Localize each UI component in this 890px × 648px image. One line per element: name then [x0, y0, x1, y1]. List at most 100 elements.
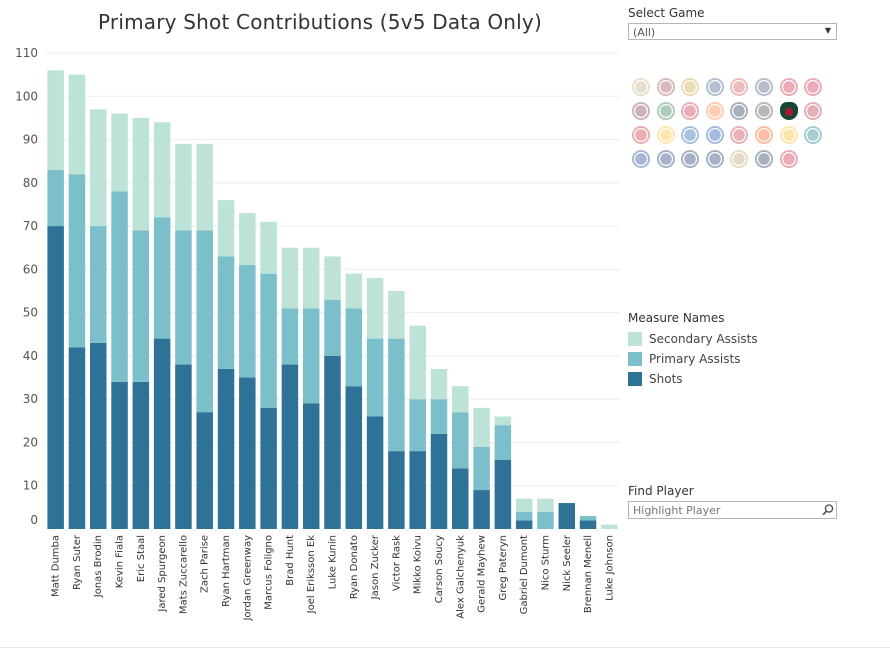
legend-item-primary-assists[interactable]: Primary Assists: [628, 352, 740, 366]
bar-secondary-assists[interactable]: [494, 416, 512, 426]
bar-secondary-assists[interactable]: [239, 213, 256, 266]
bar-primary-assists[interactable]: [302, 308, 320, 404]
bar-shots[interactable]: [345, 386, 363, 529]
bar-primary-assists[interactable]: [430, 399, 448, 434]
bar-secondary-assists[interactable]: [452, 386, 469, 413]
bar-secondary-assists[interactable]: [47, 70, 64, 170]
senators-logo[interactable]: [730, 126, 749, 144]
bar-shots[interactable]: [302, 403, 320, 529]
legend-item-secondary-assists[interactable]: Secondary Assists: [628, 332, 758, 346]
bar-primary-assists[interactable]: [196, 230, 213, 413]
maple-leafs-logo[interactable]: [681, 150, 700, 168]
bar-secondary-assists[interactable]: [111, 113, 128, 192]
bar-primary-assists[interactable]: [515, 511, 533, 521]
predators-logo[interactable]: [656, 126, 675, 144]
bar-secondary-assists[interactable]: [537, 498, 554, 512]
bar-primary-assists[interactable]: [175, 230, 192, 365]
bar-primary-assists[interactable]: [324, 299, 341, 356]
bar-primary-assists[interactable]: [366, 338, 384, 417]
bar-shots[interactable]: [409, 451, 426, 529]
bar-shots[interactable]: [558, 503, 576, 529]
flames-logo[interactable]: [730, 78, 749, 96]
bar-secondary-assists[interactable]: [473, 407, 490, 447]
bar-primary-assists[interactable]: [47, 169, 64, 227]
bar-primary-assists[interactable]: [473, 446, 490, 491]
canucks-logo[interactable]: [705, 150, 724, 168]
bar-secondary-assists[interactable]: [281, 247, 299, 309]
bar-shots[interactable]: [324, 355, 341, 529]
bar-primary-assists[interactable]: [132, 230, 150, 382]
bar-secondary-assists[interactable]: [601, 524, 618, 529]
bar-secondary-assists[interactable]: [515, 498, 533, 512]
canadiens-logo[interactable]: [804, 102, 823, 120]
bar-secondary-assists[interactable]: [260, 221, 277, 274]
bar-shots[interactable]: [579, 520, 597, 529]
bar-primary-assists[interactable]: [260, 273, 277, 408]
bar-secondary-assists[interactable]: [324, 256, 341, 300]
bar-primary-assists[interactable]: [239, 265, 256, 378]
jets-logo[interactable]: [755, 150, 773, 168]
bar-primary-assists[interactable]: [153, 217, 171, 339]
bar-shots[interactable]: [196, 412, 213, 529]
stars-logo[interactable]: [656, 102, 675, 120]
bar-primary-assists[interactable]: [494, 425, 512, 460]
search-icon[interactable]: [821, 503, 835, 517]
bar-shots[interactable]: [175, 364, 192, 529]
penguins-logo[interactable]: [779, 126, 798, 144]
blues-logo[interactable]: [632, 150, 650, 168]
bar-shots[interactable]: [494, 459, 512, 529]
bar-shots[interactable]: [153, 338, 171, 529]
kings-logo[interactable]: [755, 102, 773, 120]
bar-shots[interactable]: [366, 416, 384, 529]
bar-shots[interactable]: [430, 433, 448, 529]
bar-shots[interactable]: [68, 347, 86, 529]
lightning-logo[interactable]: [656, 150, 675, 168]
bar-secondary-assists[interactable]: [345, 273, 363, 309]
bar-shots[interactable]: [260, 407, 277, 529]
bar-primary-assists[interactable]: [537, 511, 554, 529]
bar-shots[interactable]: [239, 377, 256, 529]
bar-shots[interactable]: [111, 381, 128, 529]
bar-shots[interactable]: [89, 342, 107, 529]
bar-primary-assists[interactable]: [452, 412, 469, 469]
bar-primary-assists[interactable]: [281, 308, 299, 365]
bar-secondary-assists[interactable]: [153, 122, 171, 218]
bar-shots[interactable]: [388, 451, 405, 529]
bar-secondary-assists[interactable]: [68, 74, 86, 175]
legend-item-shots[interactable]: Shots: [628, 372, 683, 386]
bar-shots[interactable]: [132, 381, 150, 529]
bar-secondary-assists[interactable]: [388, 291, 405, 339]
golden-knights-logo[interactable]: [730, 150, 749, 168]
bar-secondary-assists[interactable]: [217, 200, 235, 257]
bar-primary-assists[interactable]: [217, 256, 235, 369]
bar-shots[interactable]: [452, 468, 469, 529]
bar-primary-assists[interactable]: [345, 308, 363, 387]
select-game-dropdown[interactable]: (All) ▼: [628, 23, 837, 40]
capitals-logo[interactable]: [779, 150, 798, 168]
panthers-logo[interactable]: [730, 102, 749, 120]
flyers-logo[interactable]: [755, 126, 773, 144]
red-wings-logo[interactable]: [681, 102, 700, 120]
bar-secondary-assists[interactable]: [132, 117, 150, 231]
bar-shots[interactable]: [281, 364, 299, 529]
sharks-logo[interactable]: [804, 126, 823, 144]
bar-shots[interactable]: [217, 368, 235, 529]
islanders-logo[interactable]: [681, 126, 700, 144]
bar-primary-assists[interactable]: [409, 399, 426, 452]
ducks-logo[interactable]: [632, 78, 650, 96]
avalanche-logo[interactable]: [632, 102, 650, 120]
devils-logo[interactable]: [632, 126, 650, 144]
bar-secondary-assists[interactable]: [175, 143, 192, 231]
bar-shots[interactable]: [47, 226, 64, 529]
bar-secondary-assists[interactable]: [366, 278, 384, 339]
oilers-logo[interactable]: [705, 102, 724, 120]
bar-primary-assists[interactable]: [388, 338, 405, 452]
blackhawks-alt-logo[interactable]: [804, 78, 823, 96]
rangers-logo[interactable]: [705, 126, 724, 144]
bar-primary-assists[interactable]: [68, 174, 86, 348]
wild-logo[interactable]: [779, 102, 798, 120]
bar-shots[interactable]: [473, 490, 490, 529]
bar-primary-assists[interactable]: [89, 226, 107, 343]
bar-secondary-assists[interactable]: [409, 325, 426, 400]
coyotes-logo[interactable]: [656, 78, 675, 96]
